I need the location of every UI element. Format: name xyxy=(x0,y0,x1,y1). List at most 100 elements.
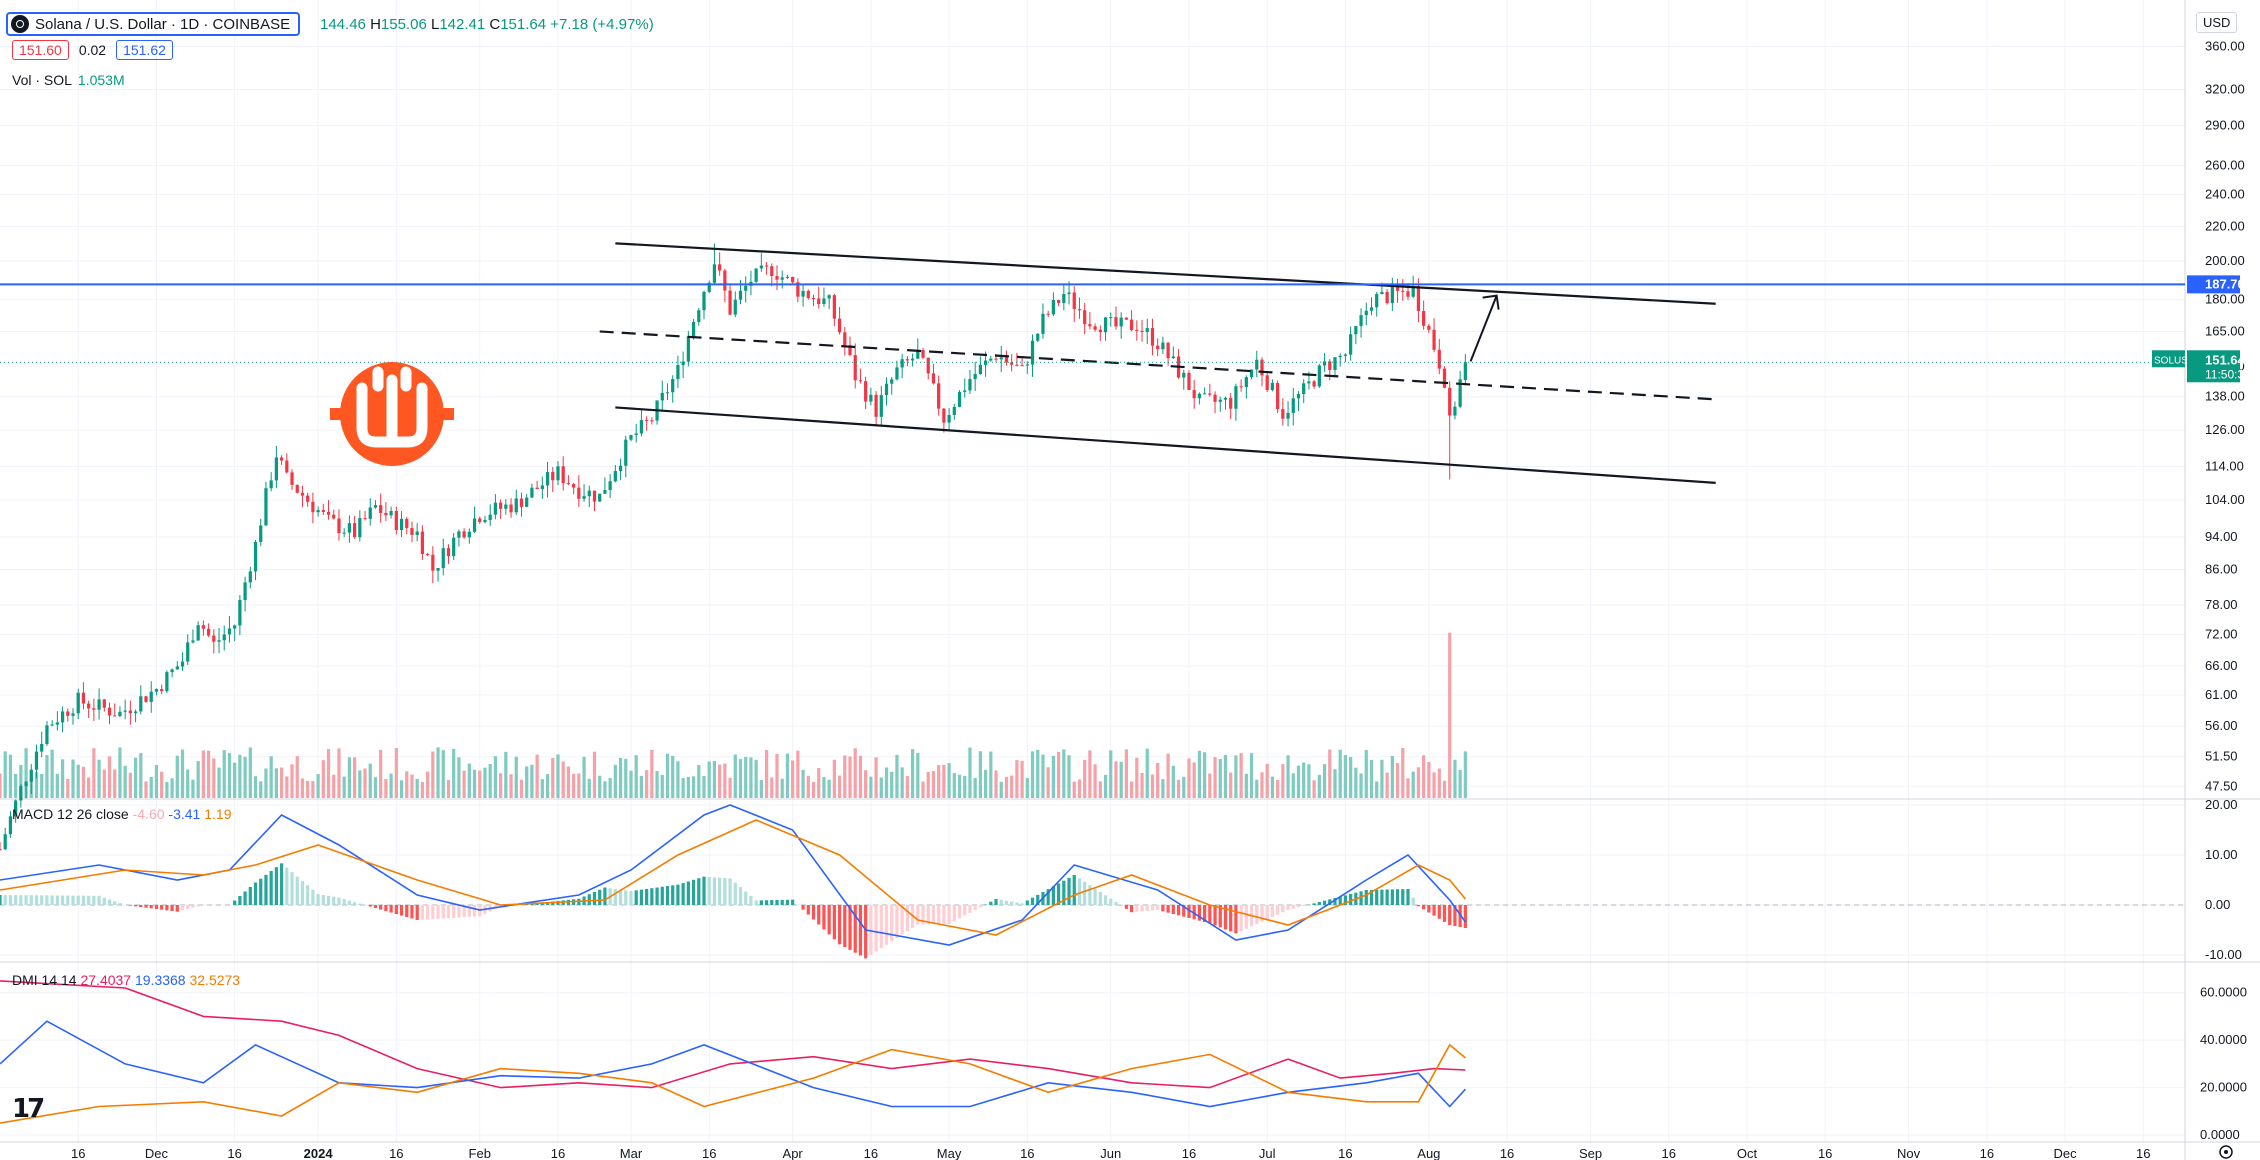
candle-body xyxy=(780,277,784,280)
macd-hist-bar xyxy=(681,883,685,905)
macd-pane xyxy=(0,804,2185,959)
volume-bar xyxy=(1218,758,1222,798)
macd-hist-bar xyxy=(50,895,54,905)
macd-hist-bar xyxy=(1093,888,1097,905)
volume-bar xyxy=(989,751,993,798)
macd-hist-bar xyxy=(1010,901,1014,905)
time-tick-label: 2024 xyxy=(304,1146,334,1160)
macd-hist-bar xyxy=(947,905,951,924)
candle-body xyxy=(1182,372,1186,378)
volume-bar xyxy=(1406,778,1410,798)
dmi-legend[interactable]: DMI 14 14 27.4037 19.3368 32.5273 xyxy=(12,972,240,988)
candle-body xyxy=(811,298,816,300)
tradingview-logo[interactable]: 17 xyxy=(12,1094,45,1124)
buy-button[interactable]: 151.62 xyxy=(116,40,173,60)
volume-bar xyxy=(1442,780,1447,798)
candle-body xyxy=(259,525,263,542)
macd-hist-bar xyxy=(744,891,748,905)
candle xyxy=(457,529,461,547)
time-tick-label: 16 xyxy=(389,1146,403,1160)
candle xyxy=(733,291,737,318)
volume-bar xyxy=(1364,749,1368,798)
volume-bar xyxy=(937,765,941,798)
macd-hist-bar xyxy=(1328,899,1332,905)
candle-body xyxy=(212,635,216,642)
dmi-adx-line xyxy=(0,980,1466,1089)
macd-hist-bar xyxy=(368,905,372,907)
volume-bar xyxy=(921,781,925,798)
candle xyxy=(1359,308,1363,338)
volume-bar xyxy=(551,757,555,798)
volume-bar xyxy=(1093,764,1097,798)
macd-hist-bar xyxy=(420,905,425,920)
candle-body xyxy=(973,374,977,380)
candle xyxy=(639,408,644,437)
candle xyxy=(1296,391,1301,412)
macd-hist-bar xyxy=(921,905,925,925)
volume-bar xyxy=(326,749,331,798)
symbol-legend[interactable]: Solana / U.S. Dollar · 1D · COINBASE xyxy=(6,12,301,36)
time-tick-label: Dec xyxy=(145,1146,169,1160)
candle-body xyxy=(113,715,117,717)
volume-bar xyxy=(3,751,7,798)
macd-hist-bar xyxy=(1083,881,1087,905)
macd-hist-bar xyxy=(1395,889,1400,905)
sell-button[interactable]: 151.60 xyxy=(12,40,69,60)
candle xyxy=(968,369,972,394)
macd-hist-bar xyxy=(660,886,664,905)
candle-body xyxy=(1395,286,1400,291)
candle-body xyxy=(1463,362,1467,381)
time-tick-label: 16 xyxy=(551,1146,565,1160)
volume-bar xyxy=(1328,749,1332,798)
candle-body xyxy=(462,531,466,538)
currency-button[interactable]: USD xyxy=(2196,12,2238,33)
macd-hist-bar xyxy=(712,877,717,905)
gear-center xyxy=(2224,1150,2228,1154)
macd-hist-bar xyxy=(999,899,1003,905)
macd-hist-bar xyxy=(92,895,96,905)
macd-hist-bar xyxy=(1098,891,1102,905)
volume-bar xyxy=(1437,768,1441,798)
candle-body xyxy=(723,270,727,291)
candle-body xyxy=(50,724,54,726)
candle xyxy=(81,682,86,710)
candle xyxy=(50,720,54,727)
candle-body xyxy=(321,510,325,512)
macd-legend[interactable]: MACD 12 26 close -4.60 -3.41 1.19 xyxy=(12,806,231,822)
candle-body xyxy=(629,435,633,440)
candle xyxy=(1239,379,1243,392)
volume-bar xyxy=(764,749,769,798)
candle-body xyxy=(337,518,341,533)
volume-bar xyxy=(1354,767,1358,798)
macd-hist-bar xyxy=(1302,905,1306,906)
macd-hist-bar xyxy=(379,905,383,910)
volume-bar xyxy=(1223,754,1228,798)
candle-body xyxy=(545,471,550,486)
symbol-title: Solana / U.S. Dollar · 1D · COINBASE xyxy=(35,15,291,33)
candle xyxy=(1093,323,1097,332)
candle xyxy=(545,461,550,498)
candle xyxy=(1229,392,1233,420)
volume-bar xyxy=(806,775,810,798)
candle-body xyxy=(770,266,774,277)
price-tick-label: 165.00 xyxy=(2205,323,2245,338)
volume-bar xyxy=(697,765,701,798)
candle-body xyxy=(441,548,445,569)
candle-body xyxy=(1401,290,1405,292)
candle-body xyxy=(983,360,988,365)
volume-bar xyxy=(1015,760,1019,798)
candle-body xyxy=(8,816,13,835)
candle xyxy=(556,461,560,486)
volume-bar xyxy=(259,781,263,798)
macd-hist-bar xyxy=(759,900,763,905)
macd-hist-bar xyxy=(874,905,878,952)
candle-body xyxy=(509,504,513,513)
volume-legend[interactable]: Vol · SOL 1.053M xyxy=(12,72,125,88)
candle xyxy=(931,363,936,385)
candle xyxy=(744,276,748,303)
volume-bar xyxy=(718,764,722,798)
volume-bar xyxy=(133,757,138,798)
volume-bar xyxy=(420,781,425,798)
candle xyxy=(290,469,294,491)
